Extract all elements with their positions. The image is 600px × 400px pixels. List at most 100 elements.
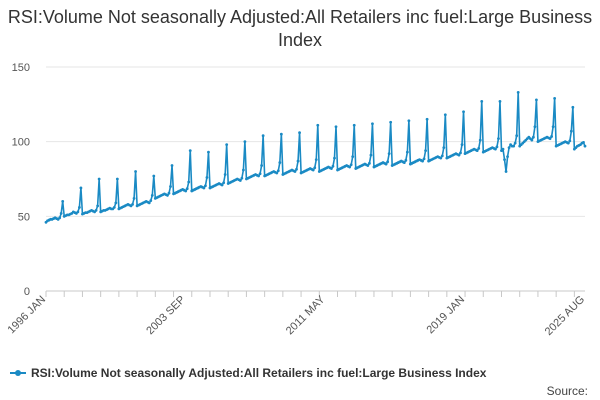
data-point [477, 146, 481, 150]
data-point [369, 153, 373, 157]
data-point [243, 140, 247, 144]
data-point [170, 164, 174, 167]
data-point [238, 179, 242, 182]
data-point [149, 199, 153, 203]
data-point [114, 201, 118, 205]
data-point [260, 164, 263, 167]
data-point [316, 123, 320, 127]
data-point [553, 96, 557, 100]
data-point [513, 141, 517, 145]
data-point [96, 204, 100, 208]
data-point [314, 158, 318, 161]
data-point [115, 177, 119, 181]
data-point [94, 208, 98, 212]
data-point [402, 161, 406, 164]
data-point [507, 146, 511, 150]
y-tick-label-50: 50 [18, 211, 30, 223]
legend-label: RSI:Volume Not seasonally Adjusted:All R… [31, 366, 487, 380]
x-tick-label-1: 2003 SEP [144, 294, 188, 338]
data-point [512, 144, 516, 148]
data-point [439, 156, 443, 160]
data-point [334, 125, 338, 129]
x-tick-label-0: 1996 JAN [5, 294, 48, 337]
data-point [132, 197, 136, 200]
data-point [166, 194, 169, 197]
data-point [424, 149, 427, 153]
data-point [147, 201, 151, 205]
data-point [571, 105, 575, 109]
data-point [241, 168, 245, 172]
data-point [501, 147, 505, 151]
data-point [76, 210, 80, 214]
data-point [480, 99, 484, 103]
data-point [131, 202, 134, 206]
data-point [352, 123, 356, 127]
data-point [569, 129, 573, 133]
data-point [58, 216, 62, 220]
series-layer [44, 90, 587, 224]
data-point [516, 90, 520, 94]
series-line-0 [45, 91, 586, 223]
data-point [295, 167, 298, 171]
data-point [169, 185, 172, 188]
y-tick-label-0: 0 [24, 286, 30, 298]
data-point [530, 138, 534, 142]
data-point [349, 163, 353, 167]
data-point [78, 205, 81, 209]
y-tick-label-150: 150 [12, 62, 30, 74]
x-tick-label-4: 2025 AUG [543, 294, 587, 338]
data-point [187, 180, 191, 184]
legend[interactable]: RSI:Volume Not seasonally Adjusted:All R… [10, 366, 486, 380]
data-point [276, 169, 280, 173]
data-point [240, 176, 244, 180]
data-point [495, 145, 499, 149]
data-point [460, 143, 464, 147]
data-point [293, 170, 297, 173]
data-point [478, 138, 482, 142]
data-point [504, 170, 508, 173]
source-label: Source: [546, 384, 588, 398]
data-point [568, 139, 572, 143]
data-point [475, 149, 479, 153]
data-point [425, 117, 429, 121]
data-point [188, 149, 192, 153]
data-point [275, 171, 279, 175]
data-point [258, 172, 262, 176]
data-point [278, 161, 282, 164]
data-point [152, 174, 156, 178]
data-point [59, 211, 63, 215]
data-point [351, 155, 355, 159]
data-point [257, 174, 260, 178]
data-point [330, 167, 333, 170]
data-point [184, 189, 188, 193]
data-point [535, 98, 538, 102]
data-point [497, 137, 500, 141]
data-point [443, 113, 447, 117]
data-point [550, 135, 553, 138]
legend-swatch-icon [10, 367, 26, 379]
data-point [220, 183, 224, 187]
data-point [296, 159, 300, 163]
data-point [79, 186, 83, 190]
data-point [331, 164, 335, 168]
data-point [407, 119, 411, 123]
data-point [498, 99, 502, 103]
data-point [348, 165, 352, 169]
data-point [225, 143, 229, 147]
data-point [503, 158, 506, 161]
data-point [279, 132, 283, 136]
data-point [371, 122, 374, 126]
data-point [405, 150, 409, 154]
data-point [261, 134, 265, 138]
y-gridlines [46, 66, 585, 292]
data-point [167, 191, 171, 195]
data-point [386, 160, 390, 164]
data-point [462, 110, 465, 114]
x-tick-label-3: 2019 JAN [425, 294, 468, 337]
data-point [387, 152, 391, 156]
data-point [582, 141, 585, 144]
data-point [150, 194, 154, 197]
data-point [459, 151, 462, 155]
data-point [506, 155, 509, 159]
data-point [207, 150, 210, 154]
